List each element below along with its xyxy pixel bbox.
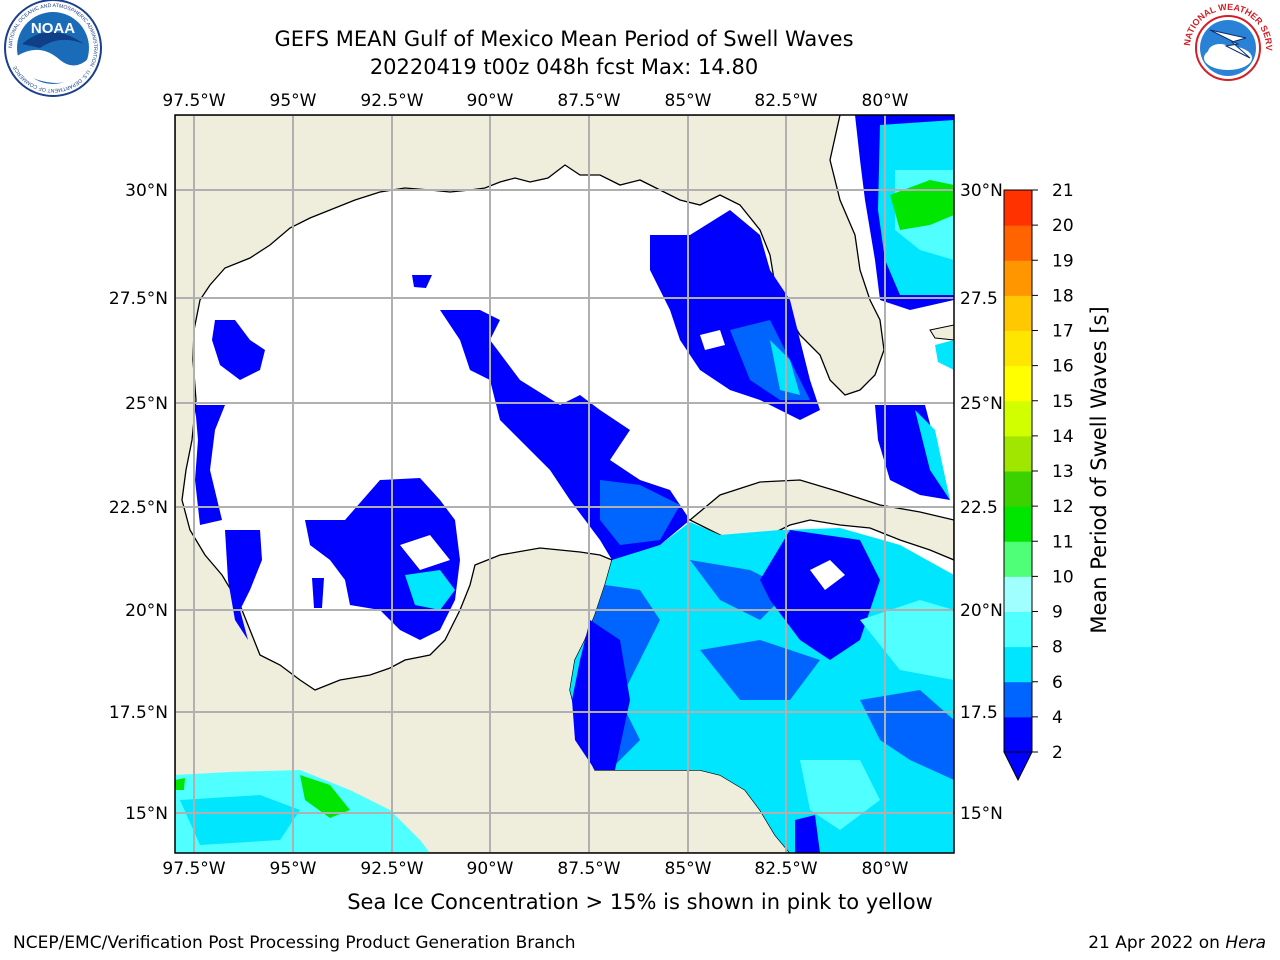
lat-label: 30°N (960, 181, 1003, 201)
colorbar-tick-label: 14 (1052, 427, 1074, 447)
colorbar-segment (1004, 611, 1032, 648)
lat-label: 27.5°N (109, 289, 168, 309)
colorbar-tick-label: 18 (1052, 286, 1074, 306)
lon-label: 82.5°W (754, 859, 817, 879)
land-bahamas (929, 324, 954, 341)
lat-label: 27.5 (960, 289, 998, 309)
sea-ice-note: Sea Ice Concentration > 15% is shown in … (347, 890, 933, 914)
map-title: GEFS MEAN Gulf of Mexico Mean Period of … (274, 27, 854, 51)
nws-logo: NATIONAL WEATHER SERVICE (0, 0, 1276, 96)
noaa-logo-text: NOAA (31, 20, 75, 37)
lat-label: 17.5°N (109, 703, 168, 723)
lon-label: 85°W (665, 91, 712, 111)
lon-label: 80°W (862, 859, 909, 879)
colorbar-segment (1004, 190, 1032, 226)
nws-ring-text: NATIONAL WEATHER SERVICE (0, 0, 1274, 51)
colorbar-tick-label: 19 (1052, 251, 1074, 271)
colorbar-tick-label: 6 (1052, 673, 1063, 693)
lon-label: 90°W (467, 859, 514, 879)
colorbar-segment (1004, 295, 1032, 331)
map-subtitle: 20220419 t00z 048h fcst Max: 14.80 (369, 55, 759, 79)
lat-label: 30°N (125, 181, 168, 201)
colorbar-segment (1004, 471, 1032, 507)
lat-label: 17.5 (960, 703, 998, 723)
colorbar-extend-arrow (1003, 751, 1033, 782)
colorbar-tick-label: 11 (1052, 532, 1074, 552)
colorbar-segment (1004, 225, 1032, 261)
lat-label: 15°N (125, 804, 168, 824)
lon-label: 92.5°W (360, 859, 423, 879)
svg-text:NATIONAL WEATHER SERVICE: NATIONAL WEATHER SERVICE (0, 0, 1274, 51)
lon-label: 90°W (467, 91, 514, 111)
colorbar-tick-label: 9 (1052, 603, 1063, 623)
colorbar-segment (1004, 330, 1032, 367)
colorbar-tick-label: 4 (1052, 708, 1063, 728)
lon-label: 92.5°W (360, 91, 423, 111)
colorbar-segment (1004, 365, 1032, 402)
colorbar-segment (1004, 260, 1032, 296)
lon-label: 97.5°W (162, 859, 225, 879)
lon-labels-bottom: 97.5°W 95°W 92.5°W 90°W 87.5°W 85°W 82.5… (162, 859, 908, 879)
colorbar-tick-label: 17 (1052, 322, 1074, 342)
colorbar-tick-label: 12 (1052, 497, 1074, 517)
lon-labels-top: 97.5°W 95°W 92.5°W 90°W 87.5°W 85°W 82.5… (162, 91, 908, 111)
graticule (175, 115, 954, 853)
footer-machine: Hera (1225, 933, 1266, 953)
lon-label: 87.5°W (557, 859, 620, 879)
lat-label: 20°N (125, 601, 168, 621)
colorbar-tick-label: 20 (1052, 216, 1074, 236)
footer-date-text: 21 Apr 2022 on (1088, 933, 1226, 953)
colorbar-tick-label: 13 (1052, 462, 1074, 482)
lon-label: 95°W (270, 91, 317, 111)
map-area (175, 115, 954, 853)
lat-labels-left: 30°N 27.5°N 25°N 22.5°N 20°N 17.5°N 15°N (109, 181, 168, 824)
swell-field (175, 115, 954, 853)
colorbar-tick-label: 2 (1052, 743, 1063, 763)
lon-label: 80°W (862, 91, 909, 111)
footer-date: 21 Apr 2022 on Hera (1088, 933, 1266, 953)
colorbar-tick-label: 15 (1052, 392, 1074, 412)
lat-labels-right: 30°N 27.5 25°N 22.5 20°N 17.5 15°N (960, 181, 1003, 824)
colorbar-tick-label: 8 (1052, 638, 1063, 658)
colorbar-segment (1004, 506, 1032, 542)
lon-label: 82.5°W (754, 91, 817, 111)
lat-label: 15°N (960, 804, 1003, 824)
lon-label: 85°W (665, 859, 712, 879)
colorbar-segment (1004, 541, 1032, 577)
map-frame (174, 114, 955, 854)
colorbar-segment (1004, 716, 1032, 753)
colorbar-segment (1004, 400, 1032, 437)
colorbar-tick-label: 10 (1052, 567, 1074, 587)
lat-label: 22.5 (960, 498, 998, 518)
colorbar-segment (1004, 646, 1032, 683)
lon-label: 95°W (270, 859, 317, 879)
colorbar-label: Mean Period of Swell Waves [s] (1087, 306, 1111, 633)
lat-label: 20°N (960, 601, 1003, 621)
colorbar-tick-label: 21 (1052, 181, 1074, 201)
colorbar-segment (1004, 681, 1032, 718)
colorbar-segment (1004, 576, 1032, 612)
colorbar-segment (1004, 435, 1032, 472)
footer-credit: NCEP/EMC/Verification Post Processing Pr… (13, 933, 576, 953)
noaa-logo: NOAA NATIONAL OCEANIC AND ATMOSPHERIC AD… (4, 0, 102, 97)
colorbar: 2 4 6 8 9 10 11 12 13 14 15 16 17 18 19 20 21 (1003, 181, 1074, 782)
lon-label: 87.5°W (557, 91, 620, 111)
colorbar-tick-label: 16 (1052, 357, 1074, 377)
lat-label: 25°N (125, 394, 168, 414)
lon-label: 97.5°W (162, 91, 225, 111)
lat-label: 22.5°N (109, 498, 168, 518)
lat-label: 25°N (960, 394, 1003, 414)
